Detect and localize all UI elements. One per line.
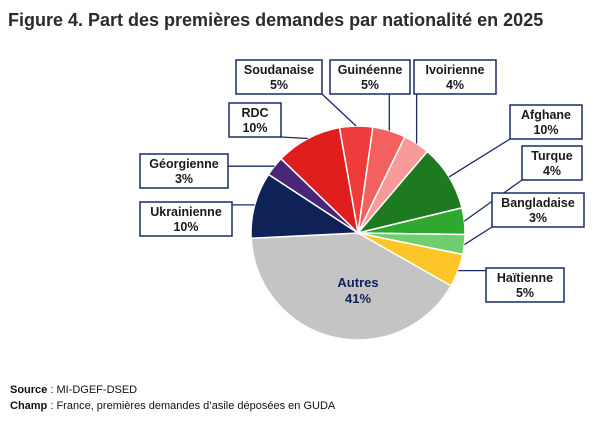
label-afghane: Afghane	[521, 108, 571, 122]
champ-label: Champ	[10, 400, 48, 412]
label-rdc: RDC	[241, 106, 268, 120]
label-haïtienne: Haïtienne	[497, 271, 553, 285]
label-box-afghane	[509, 104, 583, 140]
leader-line-rdc	[280, 136, 308, 140]
pie-chart: Soudanaise5%Guinéenne5%Ivoirienne4%Afgha…	[139, 59, 585, 341]
pie-slice-autres	[250, 232, 453, 341]
label-ivoirienne: Ivoirienne	[425, 63, 484, 77]
label-autres: Autres	[337, 275, 378, 290]
value-ukrainienne: 10%	[173, 220, 198, 234]
value-soudanaise: 5%	[270, 78, 288, 92]
value-ivoirienne: 4%	[446, 78, 464, 92]
source-label: Source	[10, 384, 48, 396]
value-haïtienne: 5%	[516, 286, 534, 300]
label-box-soudanaise	[235, 59, 323, 95]
label-box-géorgienne	[139, 153, 229, 189]
label-box-rdc	[228, 102, 282, 138]
value-rdc: 10%	[242, 121, 267, 135]
label-bangladaise: Bangladaise	[501, 196, 575, 210]
label-turque: Turque	[531, 149, 572, 163]
label-box-ukrainienne	[139, 201, 233, 237]
page-title: Figure 4. Part des premières demandes pa…	[8, 10, 544, 30]
label-box-guinéenne	[329, 59, 411, 95]
label-box-haïtienne	[485, 267, 565, 303]
value-turque: 4%	[543, 164, 561, 178]
label-box-ivoirienne	[413, 59, 497, 95]
label-soudanaise: Soudanaise	[244, 63, 314, 77]
value-afghane: 10%	[533, 123, 558, 137]
champ-note: Champ : France, premières demandes d’asi…	[10, 400, 335, 412]
label-géorgienne: Géorgienne	[149, 157, 219, 171]
leader-line-soudanaise	[321, 93, 357, 127]
leader-line-afghane	[448, 138, 511, 178]
value-guinéenne: 5%	[361, 78, 379, 92]
value-géorgienne: 3%	[175, 172, 193, 186]
source-note: Source : MI-DGEF-DSED	[10, 384, 137, 396]
label-ukrainienne: Ukrainienne	[150, 205, 222, 219]
label-guinéenne: Guinéenne	[338, 63, 403, 77]
source-text: : MI-DGEF-DSED	[47, 384, 138, 396]
value-bangladaise: 3%	[529, 211, 547, 225]
leader-line-bangladaise	[464, 226, 493, 246]
champ-text: : France, premières demandes d’asile dép…	[47, 400, 336, 412]
label-box-turque	[521, 145, 583, 181]
value-autres: 41%	[345, 291, 371, 306]
label-box-bangladaise	[491, 192, 585, 228]
